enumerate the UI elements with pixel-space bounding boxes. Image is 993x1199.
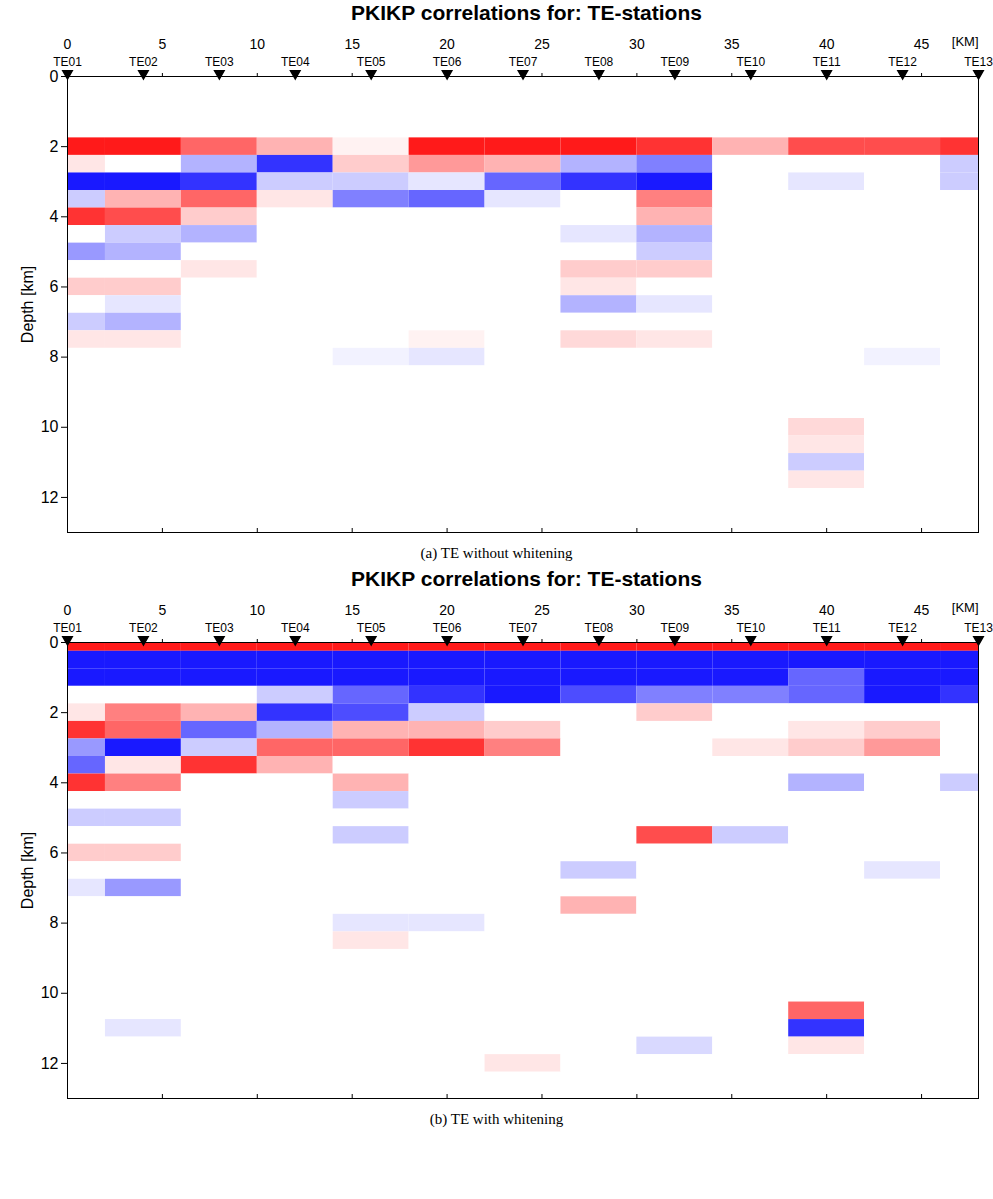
svg-text:TE02: TE02 [129,55,158,69]
svg-text:TE11: TE11 [813,55,841,69]
svg-text:TE04: TE04 [281,55,310,69]
svg-text:40: 40 [819,36,835,52]
svg-text:TE13: TE13 [964,621,993,635]
svg-text:30: 30 [629,602,645,618]
html-text:(b) TE with whitening: (b) TE with whitening [429,1111,564,1127]
svg-text:2: 2 [50,704,59,721]
svg-text:35: 35 [724,602,740,618]
html-text:PKIKP correlations for: TE-sta: PKIKP correlations for: TE-stations [351,567,702,590]
svg-text:35: 35 [724,36,740,52]
svg-text:30: 30 [629,36,645,52]
svg-text:TE06: TE06 [433,55,462,69]
svg-text:45: 45 [914,602,930,618]
svg-text:[KM]: [KM] [952,600,979,615]
svg-text:12: 12 [41,1055,59,1072]
svg-text:40: 40 [819,602,835,618]
svg-text:TE13: TE13 [964,55,993,69]
svg-text:TE07: TE07 [509,55,538,69]
svg-text:2: 2 [50,138,59,155]
svg-text:Depth [km]: Depth [km] [19,832,36,909]
svg-text:25: 25 [534,36,550,52]
svg-text:TE12: TE12 [888,621,917,635]
svg-text:20: 20 [439,602,455,618]
svg-text:TE04: TE04 [281,621,310,635]
svg-text:4: 4 [50,774,59,791]
svg-text:TE12: TE12 [888,55,917,69]
svg-text:TE11: TE11 [813,621,841,635]
svg-text:TE02: TE02 [129,621,158,635]
svg-text:0: 0 [64,36,72,52]
svg-text:TE05: TE05 [357,621,386,635]
svg-text:25: 25 [534,602,550,618]
svg-text:TE01: TE01 [53,621,82,635]
svg-text:[KM]: [KM] [952,34,979,49]
svg-text:8: 8 [50,348,59,365]
svg-text:15: 15 [344,36,360,52]
svg-text:0: 0 [50,634,59,651]
svg-text:TE08: TE08 [585,55,614,69]
svg-text:TE06: TE06 [433,621,462,635]
svg-text:TE07: TE07 [509,621,538,635]
html-text:(a) TE without whitening: (a) TE without whitening [420,545,573,561]
svg-text:45: 45 [914,36,930,52]
svg-text:15: 15 [344,602,360,618]
svg-text:TE03: TE03 [205,55,234,69]
svg-text:12: 12 [41,489,59,506]
svg-text:20: 20 [439,36,455,52]
svg-text:8: 8 [50,914,59,931]
svg-text:10: 10 [41,984,59,1001]
svg-text:5: 5 [158,36,166,52]
svg-text:5: 5 [158,602,166,618]
svg-text:10: 10 [250,602,266,618]
svg-text:TE10: TE10 [736,621,765,635]
svg-text:6: 6 [50,278,59,295]
svg-text:TE09: TE09 [660,55,689,69]
svg-text:0: 0 [64,602,72,618]
html-text:PKIKP correlations for: TE-sta: PKIKP correlations for: TE-stations [351,1,702,24]
svg-text:6: 6 [50,844,59,861]
svg-text:TE03: TE03 [205,621,234,635]
svg-text:10: 10 [250,36,266,52]
svg-text:TE08: TE08 [585,621,614,635]
svg-text:Depth [km]: Depth [km] [19,266,36,343]
svg-text:10: 10 [41,418,59,435]
svg-text:TE09: TE09 [660,621,689,635]
svg-text:TE10: TE10 [736,55,765,69]
svg-text:0: 0 [50,68,59,85]
svg-text:TE01: TE01 [53,55,82,69]
svg-text:TE05: TE05 [357,55,386,69]
svg-text:4: 4 [50,208,59,225]
